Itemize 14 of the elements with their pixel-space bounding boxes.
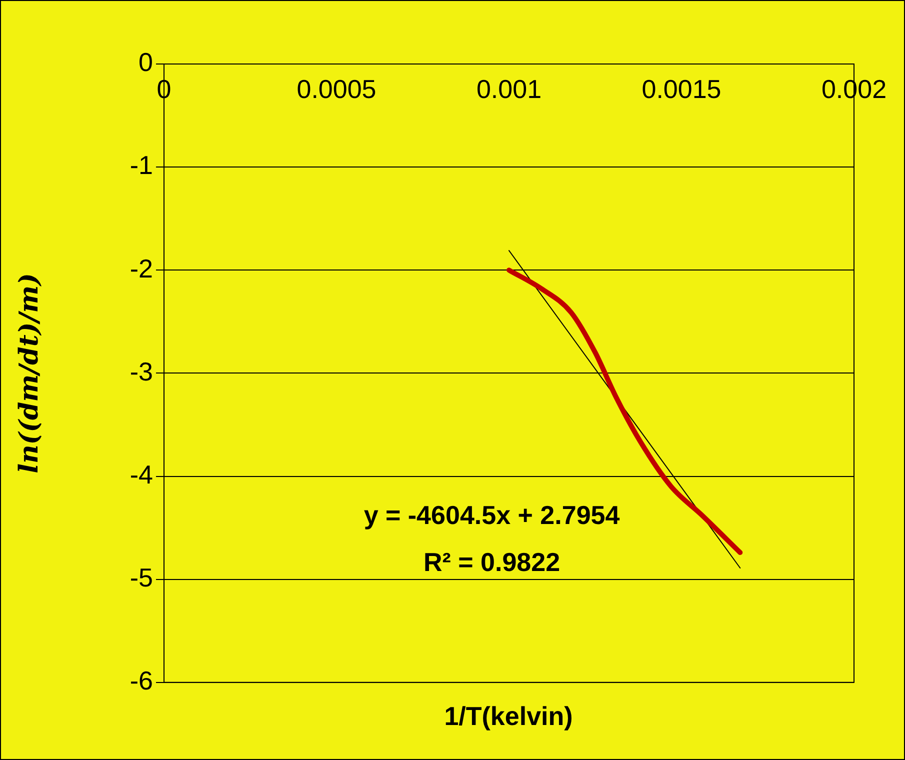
x-tick-label: 0.0015 xyxy=(642,74,722,104)
y-tick-label: -5 xyxy=(130,562,153,593)
annotation: R² = 0.9822 xyxy=(423,546,560,577)
y-tick-label: -6 xyxy=(130,666,153,696)
y-tick-label: -1 xyxy=(130,150,153,180)
x-tick-label: 0.001 xyxy=(476,74,542,104)
y-tick-label: 0 xyxy=(138,47,153,78)
y-axis-title: ln((dm/dt)/m) xyxy=(14,273,44,474)
y-tick-label: -3 xyxy=(130,356,153,386)
y-tick-label: -4 xyxy=(130,459,153,490)
y-tick-label: -2 xyxy=(130,253,153,284)
x-tick-label: 0.0005 xyxy=(296,74,376,104)
annotation: y = -4604.5x + 2.7954 xyxy=(364,500,620,530)
x-axis-title: 1/T(kelvin) xyxy=(443,701,574,732)
